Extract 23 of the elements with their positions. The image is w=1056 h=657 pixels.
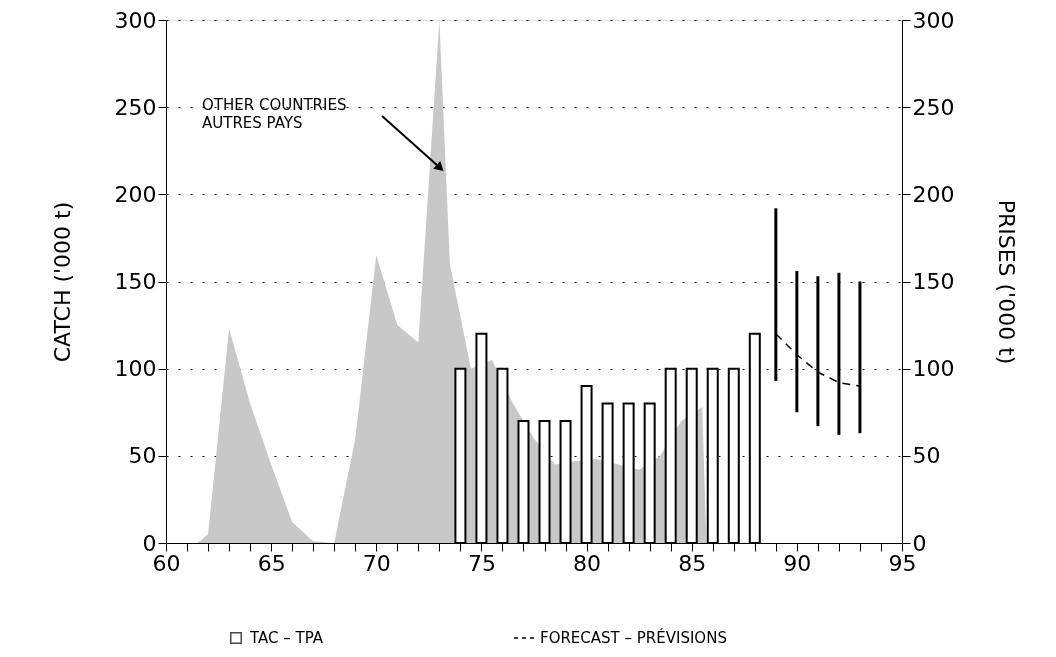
y-tick-label: 100 (114, 356, 157, 382)
x-tick-label: 80 (573, 550, 602, 576)
y-tick-label: 50 (128, 443, 157, 469)
x-tick-label: 75 (467, 550, 496, 576)
x-tick-label: 70 (362, 550, 391, 576)
annotation: OTHER COUNTRIES AUTRES PAYS (202, 96, 347, 132)
y2-tick-label: 250 (912, 94, 955, 120)
y-tick-label: 250 (114, 94, 157, 120)
y-axis-title: CATCH ('000 t) (49, 201, 75, 363)
y2-axis-title: PRISES ('000 t) (994, 199, 1020, 365)
y-tick-label: 200 (114, 181, 157, 207)
x-tick-label: 85 (678, 550, 707, 576)
legend-label: FORECAST – PRÉVISIONS (540, 628, 727, 647)
y2-tick-label: 50 (912, 443, 941, 469)
legend-label: TAC – TPA (249, 629, 324, 647)
y2-tick-label: 200 (912, 181, 955, 207)
x-tick-label: 65 (257, 550, 286, 576)
x-tick-label: 90 (783, 550, 812, 576)
y2-tick-label: 300 (912, 7, 955, 33)
y-tick-label: 300 (114, 7, 157, 33)
y-tick-label: 150 (114, 269, 157, 294)
y2-tick-label: 150 (912, 269, 955, 294)
y2-tick-label: 100 (912, 356, 955, 382)
